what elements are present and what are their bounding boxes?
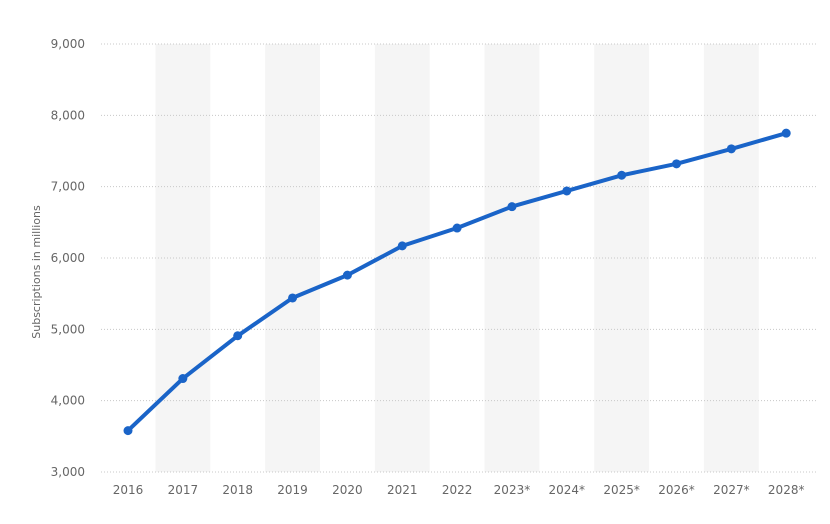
x-tick-label: 2028*	[768, 483, 805, 497]
data-point	[452, 223, 462, 233]
x-tick-label: 2016	[113, 483, 144, 497]
y-tick-label: 5,000	[51, 322, 85, 336]
x-tick-label: 2024*	[549, 483, 586, 497]
x-tick-label: 2027*	[713, 483, 750, 497]
data-point	[123, 426, 133, 436]
x-tick-label: 2025*	[603, 483, 640, 497]
series-line	[126, 131, 789, 433]
y-tick-label: 7,000	[51, 180, 85, 194]
data-point	[233, 331, 243, 341]
band-3	[265, 44, 320, 472]
y-tick-label: 9,000	[51, 37, 85, 51]
x-tick-label: 2026*	[658, 483, 695, 497]
data-point	[507, 202, 517, 212]
data-point	[342, 270, 352, 280]
y-tick-label: 6,000	[51, 251, 85, 265]
band-7	[484, 44, 540, 472]
x-tick-label: 2021	[387, 483, 418, 497]
band-9	[594, 44, 650, 472]
y-tick-label: 4,000	[51, 394, 85, 408]
y-tick-label: 3,000	[51, 465, 85, 479]
data-point	[178, 374, 188, 384]
data-point	[288, 293, 298, 303]
grid-lines	[101, 43, 816, 473]
x-axis-ticks: 2016 2017 2018 2019 2020 2021 2022 2023* 2024* 20…	[113, 483, 805, 497]
x-tick-label: 2018	[222, 483, 253, 497]
x-tick-label: 2022	[442, 483, 473, 497]
x-tick-label: 2017	[168, 483, 199, 497]
y-axis-title: Subscriptions in millions	[30, 205, 43, 339]
x-tick-label: 2023*	[494, 483, 531, 497]
data-point	[726, 144, 736, 154]
data-point	[781, 128, 791, 138]
data-point	[562, 186, 572, 196]
data-point	[617, 170, 627, 180]
y-tick-label: 8,000	[51, 108, 85, 122]
x-tick-label: 2020	[332, 483, 363, 497]
data-point	[672, 159, 681, 169]
y-axis-ticks: 3,000 4,000 5,000 6,000 7,000 8,000 9,000	[51, 37, 85, 479]
x-tick-label: 2019	[277, 483, 308, 497]
data-point	[397, 241, 407, 251]
series-group	[123, 128, 791, 436]
